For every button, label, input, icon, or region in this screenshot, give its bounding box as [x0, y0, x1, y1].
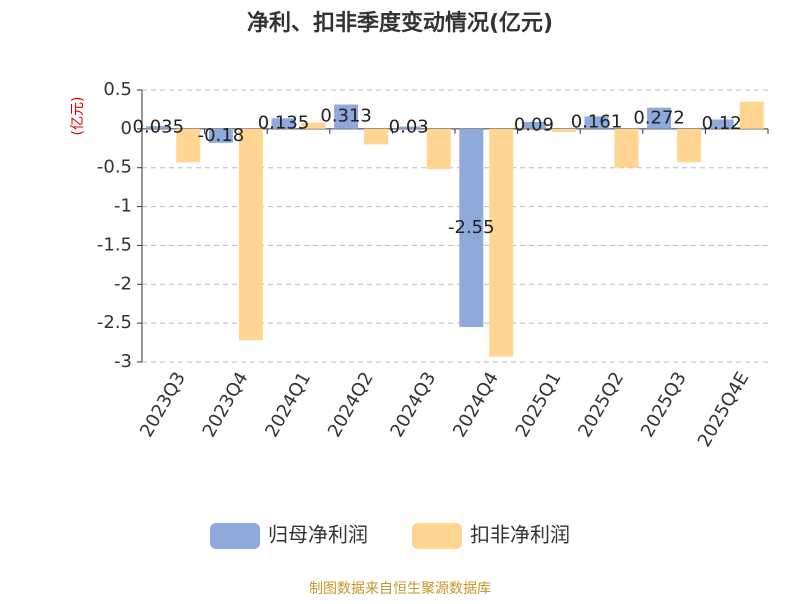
bar — [146, 126, 171, 129]
data-label: -0.18 — [198, 125, 245, 146]
bar — [208, 128, 233, 143]
x-tick-label: 2024Q3 — [386, 369, 440, 441]
data-label: 0.12 — [702, 113, 742, 134]
x-tick-label: 2024Q2 — [324, 369, 378, 441]
bar — [176, 128, 201, 163]
data-label: -2.55 — [448, 217, 495, 238]
y-tick-label: -2 — [114, 273, 132, 294]
data-label: 0.161 — [571, 112, 623, 133]
bar — [426, 128, 451, 170]
legend-swatch[interactable] — [412, 523, 462, 549]
bar — [584, 116, 609, 129]
bar — [301, 122, 326, 129]
x-tick-label: 2024Q1 — [261, 369, 315, 441]
data-label: 0.03 — [389, 117, 429, 138]
x-tick-label: 2023Q3 — [136, 369, 190, 441]
legend-label[interactable]: 扣非净利润 — [470, 523, 570, 547]
bar — [677, 128, 702, 163]
bar — [334, 104, 359, 129]
x-tick-label: 2025Q1 — [512, 369, 566, 441]
bar — [396, 126, 421, 129]
chart-title: 净利、扣非季度变动情况(亿元) — [247, 10, 553, 36]
legend-swatch[interactable] — [210, 523, 260, 549]
x-tick-label: 2024Q4 — [449, 369, 503, 441]
bar — [614, 128, 639, 168]
y-tick-label: -0.5 — [97, 157, 132, 178]
bar — [739, 101, 764, 129]
bar — [238, 128, 263, 341]
y-tick-label: 0.5 — [103, 79, 132, 100]
bar — [271, 118, 296, 129]
y-tick-label: -3 — [114, 351, 132, 372]
x-tick-label: 2023Q4 — [199, 369, 253, 441]
bar — [521, 121, 546, 129]
bar — [551, 128, 576, 132]
data-label: 0.272 — [633, 107, 685, 128]
data-label: 0.09 — [514, 114, 554, 135]
x-tick-label: 2025Q4E — [694, 369, 754, 451]
data-label: 0.135 — [258, 113, 310, 134]
y-tick-label: -1 — [114, 196, 132, 217]
source-note: 制图数据来自恒生聚源数据库 — [309, 581, 491, 597]
y-tick-label: -1.5 — [97, 234, 132, 255]
bar — [709, 119, 734, 129]
y-axis-label: (亿元) — [70, 97, 86, 136]
bar — [489, 128, 514, 357]
x-tick-label: 2025Q2 — [574, 369, 628, 441]
bar — [459, 128, 484, 328]
data-label: 0.035 — [133, 116, 185, 137]
x-tick-label: 2025Q3 — [637, 369, 691, 441]
bar — [647, 107, 672, 129]
data-label: 0.313 — [320, 106, 372, 127]
y-tick-label: 0 — [121, 118, 132, 139]
y-tick-label: -2.5 — [97, 312, 132, 333]
legend-label[interactable]: 归母净利润 — [268, 523, 368, 547]
bar — [364, 128, 389, 145]
